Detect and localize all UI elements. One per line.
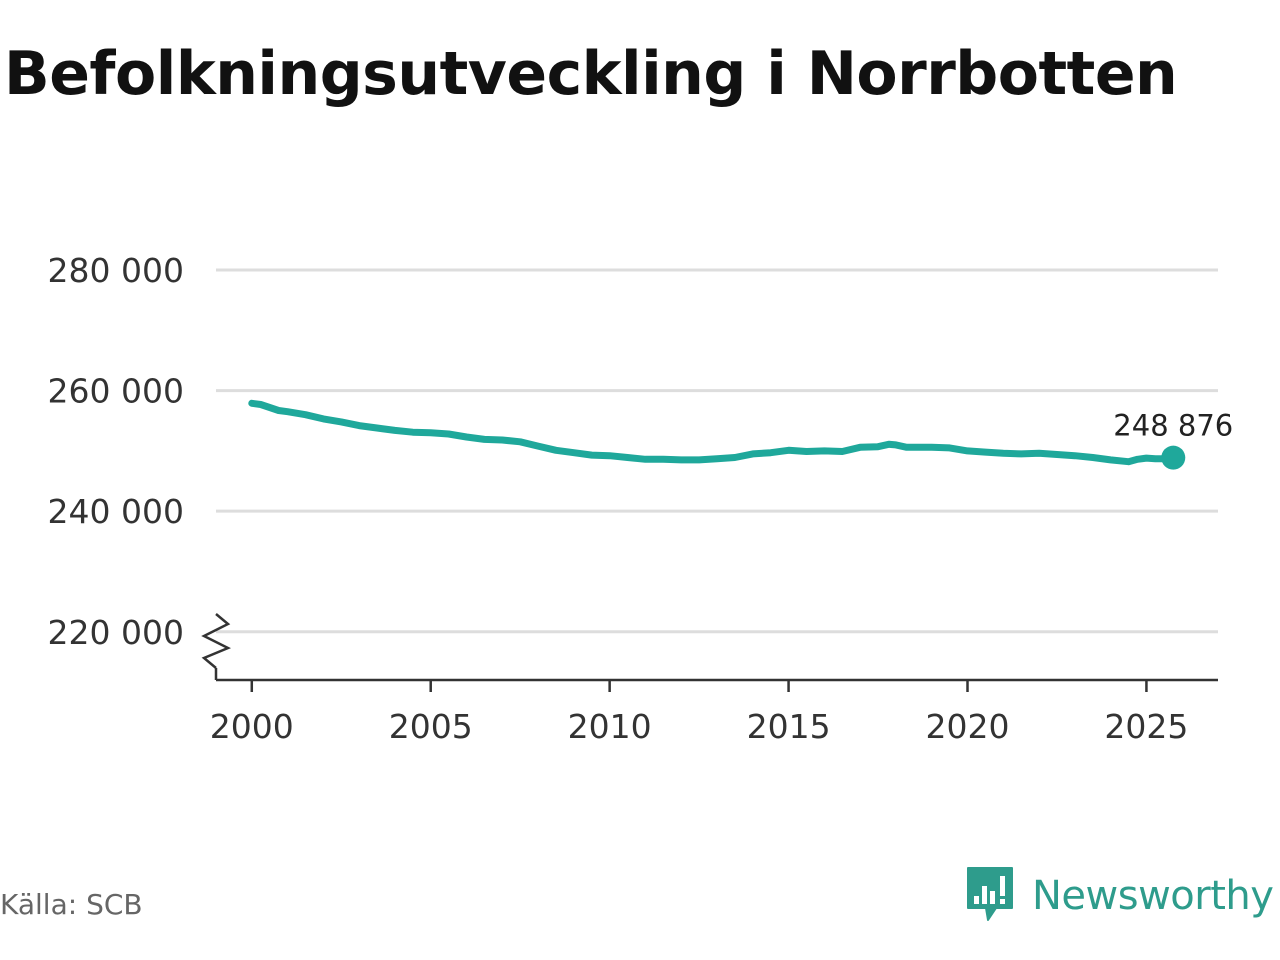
labels: 220 000 240 000 260 000 280 000 2000 2005 2010… [48,251,1234,746]
brand-block[interactable]: Newsworthy [964,864,1274,928]
end-point-marker [1161,445,1186,470]
gridlines [216,268,1218,634]
axes [201,613,1218,692]
brand-name: Newsworthy [1032,873,1274,919]
series-line-befolkning [248,399,1177,466]
y-tick-label: 240 000 [48,492,184,531]
y-tick-label: 220 000 [48,613,184,652]
newsworthy-logo-icon [967,867,1013,921]
end-value-label: 248 876 [1113,409,1233,443]
x-tick-label: 2020 [926,707,1010,746]
x-tick-label: 2010 [568,707,652,746]
chart-title: Befolkningsutveckling i Norrbotten [4,39,1178,109]
x-tick-label: 2015 [747,707,831,746]
x-tick-label: 2000 [210,707,294,746]
source-note: Källa: SCB [0,888,143,921]
x-tick-label: 2005 [389,707,473,746]
x-tick-label: 2025 [1104,707,1188,746]
series-layer [248,399,1186,470]
y-tick-label: 280 000 [48,251,184,290]
axis-break-icon [201,613,232,669]
y-tick-label: 260 000 [48,372,184,411]
